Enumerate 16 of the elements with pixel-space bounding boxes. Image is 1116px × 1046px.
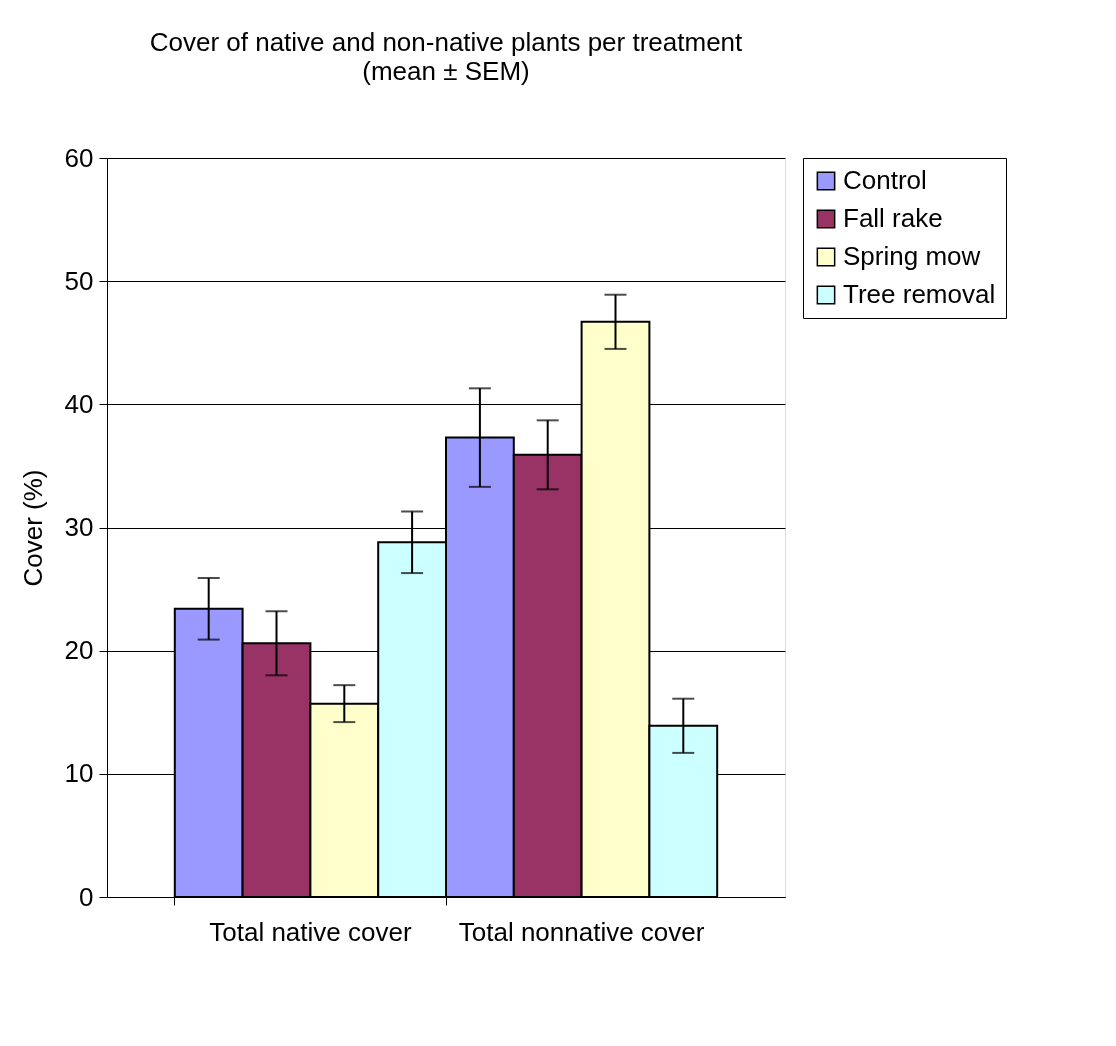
y-tick-label: 60 [64,142,94,173]
y-axis-title: Cover (%) [17,469,48,587]
legend-label: Control [843,165,927,195]
x-tick-label: Total nonnative cover [458,916,705,947]
y-tick-label: 30 [64,512,94,542]
legend-label: Fall rake [843,203,943,233]
y-tick-label: 20 [64,635,94,666]
y-tick-label: 40 [64,388,94,419]
chart-title: Cover of native and non-native plants per treatment [149,27,744,57]
legend-label: Tree removal [843,279,996,309]
x-tick-label: Total native cover [209,916,412,947]
y-tick-label: 10 [64,758,94,789]
y-tick-label: 0 [79,881,94,912]
y-tick-label: 50 [64,265,94,296]
legend-label: Spring mow [843,241,981,271]
chart-subtitle: (mean ± SEM) [362,56,530,86]
